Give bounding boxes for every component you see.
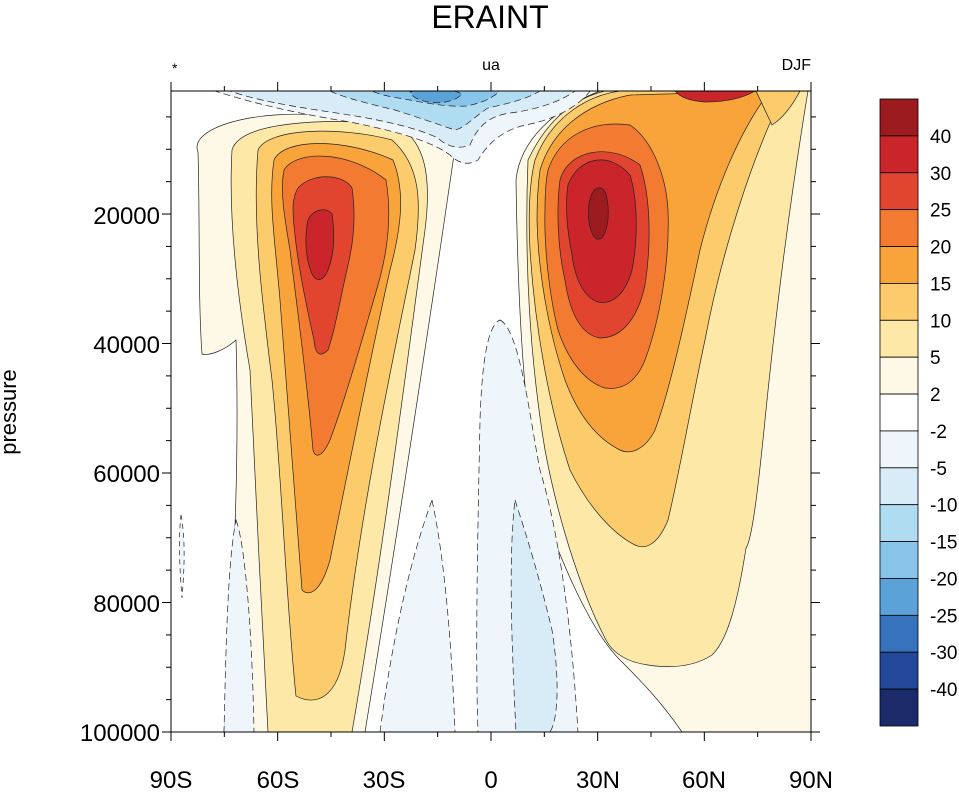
colorbar-label: 40 (930, 127, 951, 148)
colorbar-box (879, 467, 919, 506)
low-easterly-sh-polar (223, 518, 255, 732)
colorbar-label: -20 (930, 569, 957, 590)
x-tick-label: 90S (150, 767, 193, 793)
colorbar-label: 15 (930, 274, 951, 295)
y-tick-label: 20000 (93, 203, 160, 230)
colorbar-box (879, 209, 919, 247)
y-tick-label: 60000 (93, 461, 160, 488)
right-string: DJF (782, 57, 812, 74)
low-easterly-eq-5 (510, 499, 558, 732)
colorbar-label: -15 (930, 533, 957, 554)
colorbar-label: 30 (930, 164, 951, 185)
colorbar-box (879, 430, 919, 469)
colorbar-label: 25 (930, 201, 951, 222)
x-tick-label: 60N (682, 767, 726, 793)
x-tick-label: 0 (484, 767, 497, 793)
colorbar-label: 10 (930, 311, 951, 332)
chart-title: ERAINT (431, 0, 548, 35)
colorbar-label: 5 (930, 348, 941, 369)
x-tick-label: 30S (363, 767, 406, 793)
colorbar-label: -40 (930, 680, 957, 701)
colorbar-box (879, 319, 919, 358)
colorbar-box (879, 356, 919, 395)
colorbar-label: -25 (930, 606, 957, 627)
nh-jet-fill-40 (587, 187, 609, 240)
colorbar-label: -30 (930, 643, 957, 664)
easterly-fill-10 (329, 91, 541, 131)
colorbar-box (879, 393, 919, 432)
center-string: ua (482, 57, 500, 74)
x-tick-label: 30N (576, 767, 620, 793)
axis-ticks (162, 82, 820, 741)
colorbar-label: -2 (930, 422, 947, 443)
sh-jet-fill-30 (305, 209, 334, 280)
colorbar-box (879, 614, 919, 653)
colorbar-box (879, 98, 919, 137)
colorbar-box (879, 135, 919, 174)
left-string: * (172, 60, 178, 76)
low-easterly-sh-tropics (379, 498, 456, 732)
colorbar-box (879, 541, 919, 579)
colorbar-box (879, 504, 919, 542)
colorbar: 40 30 25 20 15 10 5 2 -2 -5 -10 -15 -20 -25 -30 -40 (879, 98, 957, 727)
colorbar-box (879, 172, 919, 211)
colorbar-box (879, 283, 919, 321)
easterly-fill-20 (409, 91, 463, 104)
x-tick-label: 90N (789, 767, 833, 793)
y-tick-labels: 20000 40000 60000 80000 100000 (80, 203, 160, 747)
low-easterly-eq (476, 319, 579, 732)
colorbar-box (879, 578, 919, 616)
colorbar-box (879, 246, 919, 284)
colorbar-label: -10 (930, 496, 957, 517)
colorbar-box (879, 688, 919, 727)
contour-field (171, 91, 811, 732)
nh-top-fill-30 (674, 91, 756, 103)
x-tick-label: 60S (257, 767, 300, 793)
colorbar-box (879, 651, 919, 690)
colorbar-label: 2 (930, 385, 941, 406)
y-tick-label: 100000 (80, 720, 160, 747)
colorbar-label: -5 (930, 459, 947, 480)
y-tick-label: 80000 (93, 591, 160, 618)
y-tick-label: 40000 (93, 332, 160, 359)
x-tick-labels: 90S 60S 30S 0 30N 60N 90N (150, 767, 833, 794)
colorbar-label: 20 (930, 238, 951, 259)
y-axis-label: pressure (0, 369, 21, 455)
small-easterly-patch (179, 514, 185, 599)
